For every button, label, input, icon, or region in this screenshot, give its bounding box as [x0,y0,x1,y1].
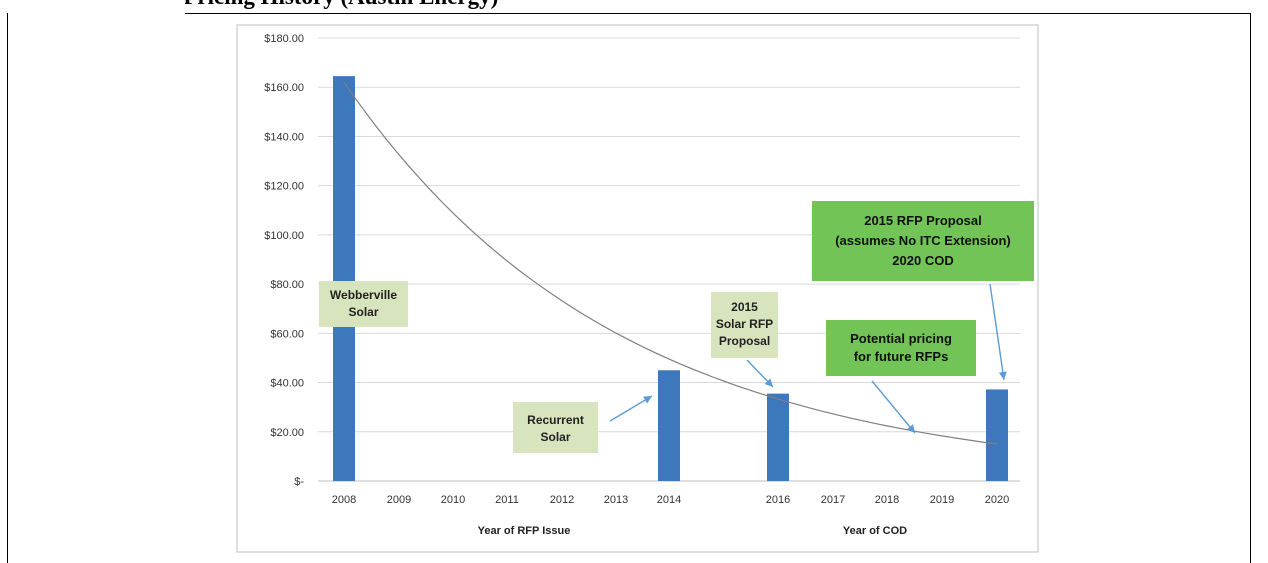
bar-series [333,76,1008,482]
y-tick-label: $160.00 [264,82,304,94]
x-tick-label: 2018 [875,494,899,506]
y-tick-label: $40.00 [270,378,304,390]
arrowhead [998,371,1007,380]
price-trendline [343,81,998,445]
callout-no-itc: 2015 RFP Proposal (assumes No ITC Extens… [812,201,1034,281]
heading-underline [185,13,1251,14]
callout-2015-proposal-line-3: Proposal [719,334,770,348]
x-tick-label: 2013 [604,494,628,506]
x-axis-tick-labels: 2008 2009 2010 2011 2012 2013 2014 2016 2017 2018… [332,494,1009,506]
heading-mask-left [0,0,185,10]
callout-webberville-line-2: Solar [348,305,378,319]
x-tick-label: 2019 [930,494,954,506]
arrowhead [906,424,915,433]
bar-2020 [986,389,1008,481]
callout-recurrent-line-1: Recurrent [527,413,584,427]
callout-2015-proposal-line-2: Solar RFP [716,317,773,331]
callout-recurrent: Recurrent Solar [513,402,598,453]
x-tick-label: 2020 [985,494,1009,506]
callout-arrows [609,283,1007,434]
y-tick-label: $140.00 [264,131,304,143]
callout-recurrent-line-2: Solar [540,430,570,444]
callout-no-itc-line-1: 2015 RFP Proposal [864,213,982,228]
callout-2015-proposal-line-1: 2015 [731,300,758,314]
figure-heading: Figure: Solar PPA Pricing History (Austi… [0,0,498,10]
callout-no-itc-line-2: (assumes No ITC Extension) [835,233,1011,248]
arrow-potential-pricing [871,380,916,434]
y-axis-tick-labels: $- $20.00 $40.00 $60.00 $80.00 $100.00 $120.00… [264,33,304,488]
x-tick-label: 2014 [657,494,681,506]
callout-potential-line-2: for future RFPs [854,349,949,364]
arrowhead [764,378,773,387]
x-tick-label: 2017 [821,494,845,506]
x-axis-title-rfp: Year of RFP Issue [478,525,571,537]
x-tick-label: 2009 [387,494,411,506]
callout-no-itc-line-3: 2020 COD [892,253,953,268]
arrow-recurrent [609,395,653,422]
x-tick-label: 2008 [332,494,356,506]
callout-2015-proposal: 2015 Solar RFP Proposal [711,292,778,358]
callout-webberville: Webberville Solar [319,281,408,327]
figure-heading-strip: Figure: Solar PPA Pricing History (Austi… [0,0,1268,20]
heading-mask-right [1020,0,1240,10]
x-tick-label: 2012 [550,494,574,506]
callout-potential-pricing: Potential pricing for future RFPs [826,320,976,376]
bar-2008 [333,76,355,482]
y-tick-label: $100.00 [264,230,304,242]
arrowhead [643,396,652,404]
page-frame-left [7,13,8,563]
x-tick-label: 2011 [495,494,519,506]
x-tick-label: 2016 [766,494,790,506]
bar-2016 [767,393,789,481]
y-tick-label: $20.00 [270,427,304,439]
x-tick-label: 2010 [441,494,465,506]
y-tick-label: $180.00 [264,33,304,45]
callout-webberville-line-1: Webberville [330,288,397,302]
y-tick-label: $60.00 [270,328,304,340]
page-frame-right [1250,13,1251,563]
y-tick-label: $120.00 [264,181,304,193]
y-tick-label: $80.00 [270,279,304,291]
y-tick-label: $- [294,476,304,488]
callout-potential-line-1: Potential pricing [850,331,952,346]
bar-2014 [658,370,680,481]
arrow-no-itc [989,283,1005,381]
x-axis-title-cod: Year of COD [843,525,907,537]
